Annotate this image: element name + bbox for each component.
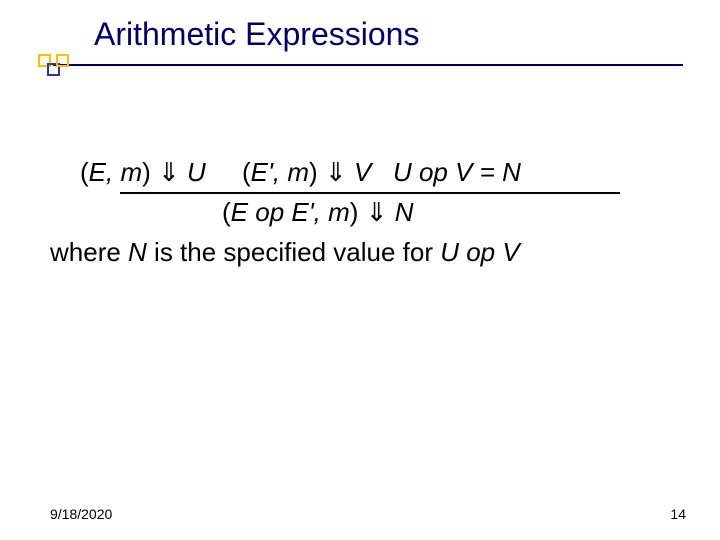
slide-title: Arithmetic Expressions (94, 16, 419, 53)
text: E op E', m (231, 197, 350, 227)
gap (206, 157, 242, 187)
text: E, m (89, 157, 142, 187)
text: U op V = N (393, 157, 521, 187)
down-double-arrow-icon: ⇓ (366, 197, 388, 227)
text: U op V (440, 237, 520, 267)
text: ) (350, 197, 366, 227)
text: ( (222, 197, 231, 227)
inference-rule-line (120, 192, 620, 194)
bullet-decoration (56, 54, 69, 67)
where-clause: where N is the specified value for U op … (50, 236, 690, 270)
rule-conclusion: (E op E', m) ⇓ N (50, 196, 690, 230)
text: ( (80, 157, 89, 187)
text: V (347, 157, 372, 187)
gap (371, 157, 393, 187)
text: N (387, 197, 413, 227)
text: is the specified value for (147, 237, 440, 267)
slide-body: (E, m) ⇓ U (E', m) ⇓ V U op V = N (E op … (50, 156, 690, 269)
down-double-arrow-icon: ⇓ (325, 157, 347, 187)
slide-footer: 9/18/2020 14 (50, 506, 686, 522)
text: ) (142, 157, 158, 187)
text: ) (309, 157, 325, 187)
title-bar: Arithmetic Expressions (0, 14, 720, 66)
text: where (50, 237, 128, 267)
text: ( (242, 157, 251, 187)
square-icon (56, 54, 69, 67)
title-underline (53, 64, 683, 66)
footer-page-number: 14 (670, 506, 686, 522)
text: U (180, 157, 206, 187)
rule-premise: (E, m) ⇓ U (E', m) ⇓ V U op V = N (50, 156, 690, 190)
down-double-arrow-icon: ⇓ (158, 157, 180, 187)
text: E', m (251, 157, 309, 187)
text: N (128, 237, 147, 267)
footer-date: 9/18/2020 (50, 506, 112, 522)
